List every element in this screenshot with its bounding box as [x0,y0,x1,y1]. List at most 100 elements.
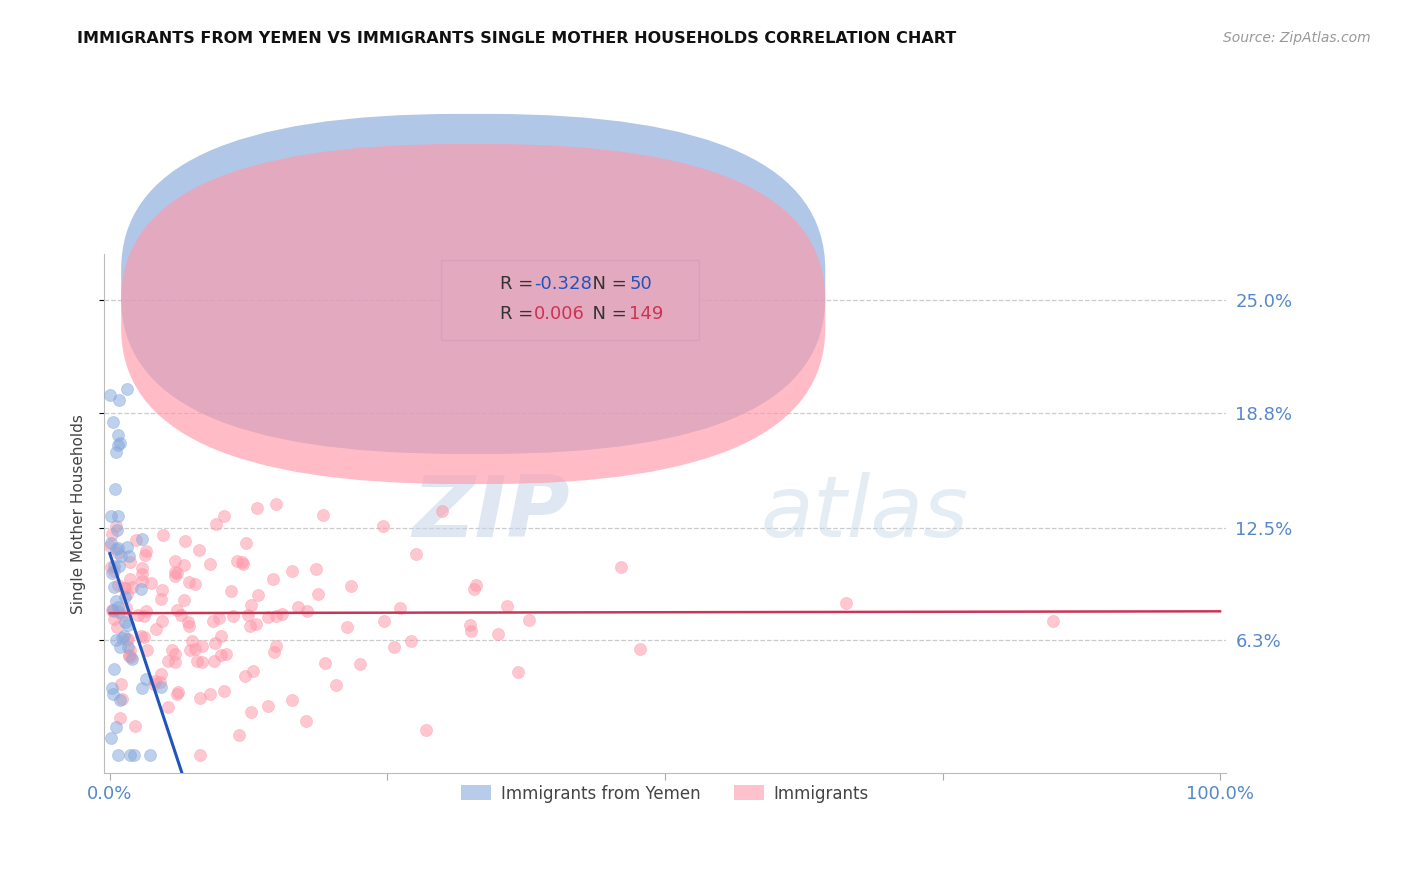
Point [107,428,129,442]
Point [118,748,141,763]
Point [114,615,136,629]
Point [121,652,143,666]
Point [150,666,173,681]
Point [506,665,529,680]
Point [115,587,138,601]
Point [187,543,209,558]
Point [204,654,226,668]
Point [107,578,129,592]
Point [131,567,153,582]
Point [131,532,153,546]
Point [228,728,250,742]
Point [103,687,125,701]
Point [201,614,224,628]
Point [107,438,129,452]
Point [208,611,231,625]
Point [174,533,197,548]
Point [100,560,122,574]
Point [179,643,201,657]
Point [236,607,259,622]
Point [115,540,138,554]
Point [114,590,136,604]
Text: 149: 149 [628,305,664,323]
Point [103,604,125,618]
Point [373,614,395,628]
Point [270,607,292,621]
Point [117,648,139,663]
Point [98,539,121,553]
Point [100,509,122,524]
Point [405,547,427,561]
Point [325,678,347,692]
Point [108,711,131,725]
Point [131,574,153,588]
Text: -0.328: -0.328 [534,275,592,293]
Point [134,672,156,686]
Point [173,558,195,572]
Point [135,544,157,558]
Point [314,656,336,670]
Point [129,628,152,642]
Point [198,687,221,701]
Point [115,632,138,647]
Point [165,554,187,568]
Point [262,572,284,586]
Point [280,564,302,578]
Point [112,629,135,643]
Point [100,603,122,617]
Point [136,643,159,657]
Point [264,609,287,624]
Point [232,557,254,571]
Point [399,634,422,648]
Point [150,591,173,606]
Point [371,518,394,533]
Text: R =: R = [501,275,538,293]
Point [609,560,631,574]
Point [132,609,155,624]
Point [149,674,172,689]
Point [349,657,371,671]
Point [307,586,329,600]
Point [103,612,125,626]
Point [835,597,858,611]
Point [222,609,245,624]
Point [98,387,121,401]
Point [214,683,236,698]
Point [107,508,129,523]
Point [458,617,481,632]
Point [100,731,122,746]
Point [430,504,453,518]
Point [305,562,328,576]
Point [209,648,232,663]
Point [166,566,188,580]
Point [110,677,132,691]
Point [463,582,485,596]
Point [336,620,359,634]
Point [209,629,232,643]
Point [205,517,228,532]
Point [108,436,131,450]
Point [517,613,540,627]
Point [263,645,285,659]
Point [226,554,249,568]
Point [108,640,131,654]
Point [233,669,256,683]
Point [111,692,134,706]
Point [111,632,134,646]
Point [139,748,162,763]
Point [115,383,138,397]
Point [287,600,309,615]
Point [150,614,173,628]
Point [145,622,167,636]
Point [120,555,142,569]
Point [135,604,157,618]
Text: 50: 50 [628,275,652,293]
Point [165,648,187,662]
Point [108,558,131,573]
Point [100,536,122,550]
Text: R =: R = [501,305,538,323]
Point [122,748,145,763]
Point [281,693,304,707]
Point [188,748,211,763]
Point [177,619,200,633]
